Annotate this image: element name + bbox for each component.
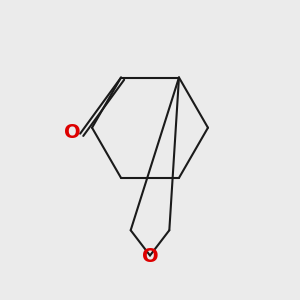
- Text: O: O: [64, 123, 80, 142]
- Text: O: O: [142, 247, 158, 266]
